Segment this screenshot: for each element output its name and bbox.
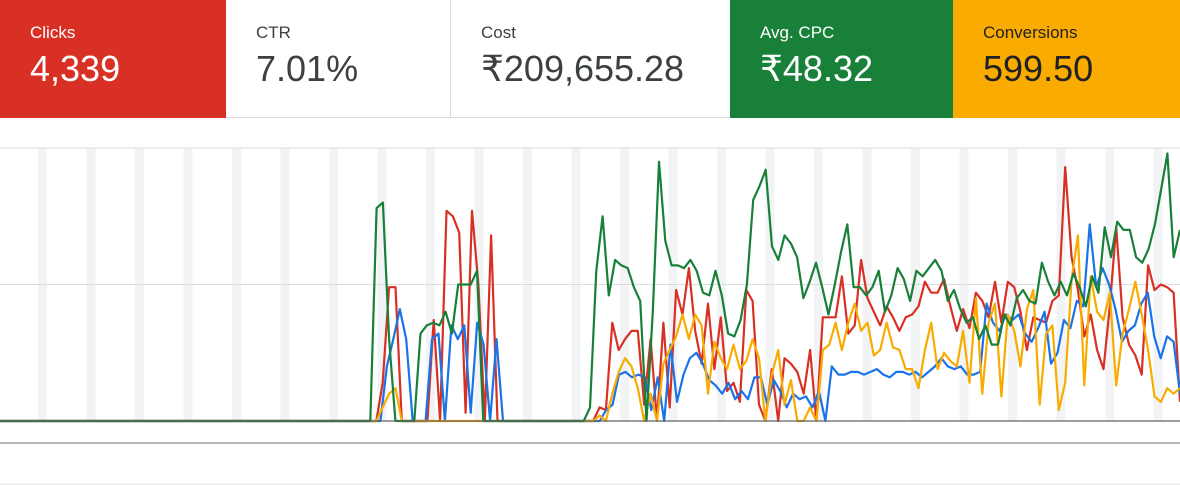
clicks-value: 4,339	[30, 48, 121, 89]
conversions-label: Conversions	[983, 23, 1078, 42]
clicks-scorecard[interactable]: Clicks 4,339	[0, 0, 226, 118]
avg-cpc-scorecard[interactable]: Avg. CPC ₹48.32	[730, 0, 953, 118]
ctr-scorecard[interactable]: CTR 7.01%	[226, 0, 451, 118]
clicks-label: Clicks	[30, 23, 76, 42]
ctr-value: 7.01%	[256, 48, 359, 89]
avg-cpc-value: ₹48.32	[760, 48, 873, 89]
cost-scorecard[interactable]: Cost ₹209,655.28	[451, 0, 730, 118]
scorecard-row: Clicks 4,339 CTR 7.01% Cost ₹209,655.28 …	[0, 0, 1180, 118]
conversions-scorecard[interactable]: Conversions 599.50	[953, 0, 1180, 118]
ctr-label: CTR	[256, 23, 291, 42]
chart-axes	[0, 420, 1180, 485]
conversions-value: 599.50	[983, 48, 1094, 89]
cost-label: Cost	[481, 23, 516, 42]
chart-gridlines	[0, 147, 1180, 285]
chart-series-lines	[0, 152, 1180, 423]
avg-cpc-label: Avg. CPC	[760, 23, 835, 42]
performance-line-chart	[0, 147, 1180, 485]
cost-value: ₹209,655.28	[481, 48, 685, 89]
